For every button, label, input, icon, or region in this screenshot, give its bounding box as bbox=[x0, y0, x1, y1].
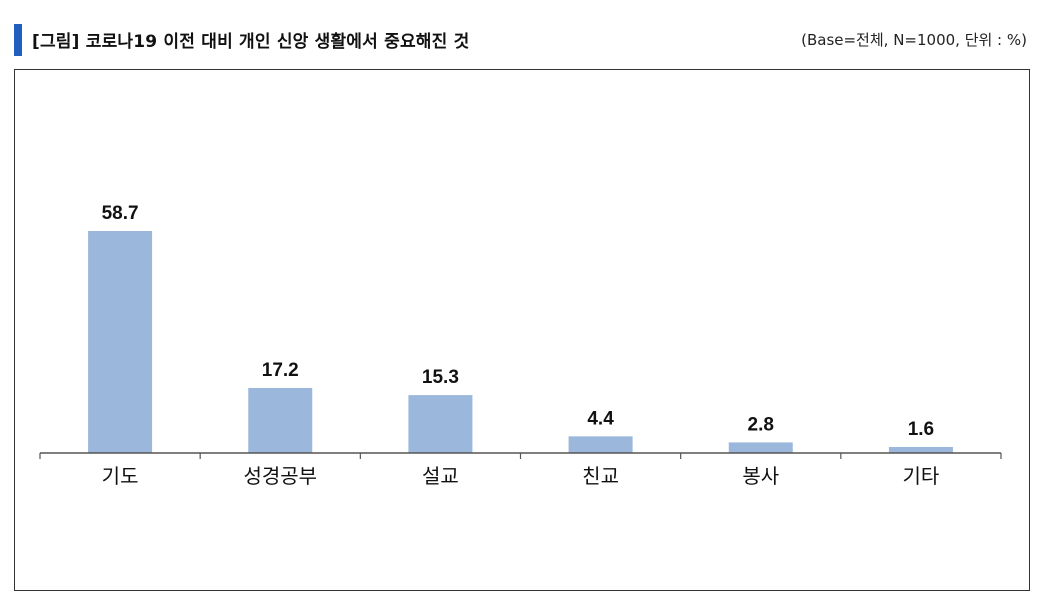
category-label: 기타 bbox=[903, 464, 940, 488]
category-label: 설교 bbox=[422, 464, 459, 488]
category-label: 성경공부 bbox=[243, 464, 317, 488]
bar bbox=[408, 395, 473, 453]
category-label: 친교 bbox=[582, 464, 619, 488]
title-accent-bar bbox=[14, 24, 22, 56]
bar bbox=[568, 436, 633, 453]
bar bbox=[728, 442, 793, 453]
data-label: 15.3 bbox=[422, 367, 459, 388]
bar bbox=[248, 387, 313, 453]
bar bbox=[888, 446, 953, 453]
category-label: 기도 bbox=[102, 464, 139, 488]
data-label: 2.8 bbox=[748, 414, 774, 435]
bar bbox=[88, 231, 153, 453]
data-label: 58.7 bbox=[102, 203, 139, 224]
chart-frame bbox=[14, 69, 1030, 591]
category-label: 봉사 bbox=[742, 464, 779, 488]
chart-title: [그림] 코로나19 이전 대비 개인 신앙 생활에서 중요해진 것 bbox=[32, 32, 470, 52]
data-label: 17.2 bbox=[262, 360, 299, 381]
base-note: (Base=전체, N=1000, 단위 : %) bbox=[801, 31, 1027, 49]
data-label: 4.4 bbox=[587, 408, 614, 429]
data-label: 1.6 bbox=[908, 419, 934, 440]
